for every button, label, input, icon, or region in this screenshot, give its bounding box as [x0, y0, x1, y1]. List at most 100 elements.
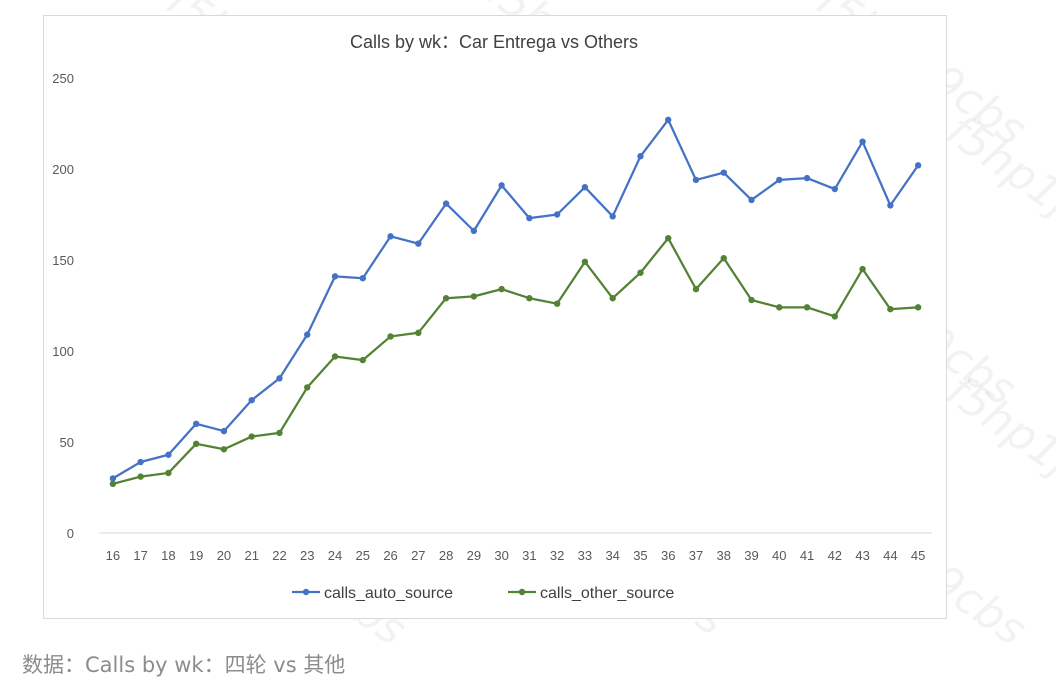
data-point	[914, 304, 922, 311]
data-point	[859, 265, 866, 273]
watermark-text: f5hp1j9cbs	[937, 105, 1056, 286]
data-point	[415, 329, 422, 336]
data-point	[415, 240, 422, 247]
data-point	[914, 162, 922, 169]
line-chart: Calls by wk：Car Entrega vs Others 0 50 100…	[52, 32, 932, 602]
y-tick-label: 100	[52, 344, 74, 359]
x-tick-label: 42	[828, 548, 842, 563]
data-point	[220, 427, 228, 435]
data-point	[776, 176, 783, 184]
x-tick-label: 37	[689, 548, 703, 563]
y-tick-label: 250	[52, 71, 74, 86]
x-tick-label: 35	[633, 548, 647, 563]
x-tick-label: 32	[550, 548, 564, 563]
data-point	[748, 296, 755, 304]
x-tick-label: 45	[911, 548, 925, 563]
data-point	[553, 211, 561, 218]
series-line	[112, 237, 919, 485]
data-point	[692, 285, 700, 293]
data-point	[192, 440, 200, 448]
x-tick-label: 19	[189, 548, 203, 563]
data-point	[137, 458, 144, 466]
data-point	[331, 353, 339, 360]
x-tick-label: 23	[300, 548, 314, 563]
data-point	[526, 295, 533, 302]
legend: calls_auto_source calls_other_source	[292, 585, 674, 602]
data-point	[498, 182, 505, 189]
data-point	[637, 153, 644, 160]
x-tick-label: 22	[272, 548, 286, 563]
x-tick-label: 41	[800, 548, 814, 563]
data-point	[665, 234, 672, 242]
figure-caption: 数据：Calls by wk：四轮 vs 其他	[22, 653, 346, 677]
series-line	[112, 118, 920, 480]
x-tick-label: 39	[744, 548, 758, 563]
data-point	[276, 375, 283, 382]
x-tick-label: 26	[383, 548, 397, 563]
x-tick-label: 25	[356, 548, 370, 563]
data-point	[192, 420, 200, 427]
x-tick-label: 21	[244, 548, 258, 563]
legend-dot-marker	[518, 588, 526, 596]
data-point	[387, 233, 394, 240]
x-tick-label: 44	[883, 548, 897, 563]
data-point	[109, 480, 117, 488]
data-point	[165, 451, 172, 458]
data-point	[470, 227, 478, 235]
x-tick-label: 31	[522, 548, 536, 563]
y-tick-label: 50	[60, 435, 74, 450]
x-tick-label: 34	[605, 548, 619, 563]
y-tick-label: 150	[52, 253, 74, 268]
data-point	[581, 258, 589, 266]
data-point	[581, 184, 589, 191]
x-tick-label: 27	[411, 548, 425, 563]
x-tick-label: 17	[133, 548, 147, 563]
data-point	[748, 196, 755, 204]
chart-title: Calls by wk：Car Entrega vs Others	[350, 32, 638, 52]
data-point	[859, 138, 866, 145]
y-tick-label: 200	[52, 162, 74, 177]
legend-label: calls_other_source	[540, 585, 674, 602]
x-tick-label: 24	[328, 548, 342, 563]
data-point	[665, 116, 672, 124]
data-point	[248, 433, 255, 440]
data-point	[692, 176, 700, 184]
chart-frame: Calls by wk：Car Entrega vs Others 0 50 100…	[43, 15, 947, 619]
data-point	[776, 304, 783, 311]
data-point	[387, 333, 394, 340]
data-point	[887, 305, 894, 313]
data-point	[248, 396, 255, 404]
x-axis-ticks: 16 17 18 19 20 21 22 23 24 25 26 27 28 29 30 31 32 33 34 35…	[106, 548, 926, 563]
x-tick-label: 43	[855, 548, 869, 563]
data-point	[609, 213, 616, 220]
data-point	[109, 475, 117, 482]
data-point	[553, 300, 561, 307]
series-calls-other-source	[109, 234, 922, 488]
x-tick-label: 16	[106, 548, 120, 563]
y-axis-ticks: 0 50 100 150 200 250	[52, 71, 74, 541]
data-point	[220, 446, 228, 453]
legend-item: calls_other_source	[508, 585, 674, 602]
x-tick-label: 36	[661, 548, 675, 563]
data-point	[331, 273, 339, 280]
data-point	[609, 295, 616, 302]
legend-label: calls_auto_source	[324, 585, 453, 602]
data-point	[165, 469, 172, 477]
data-point	[720, 254, 727, 262]
watermark-text: f5hp1j9cbs	[937, 365, 1056, 546]
data-point	[720, 169, 727, 176]
data-point	[276, 429, 283, 437]
x-tick-label: 30	[494, 548, 508, 563]
data-point	[442, 200, 450, 207]
x-tick-label: 29	[467, 548, 481, 563]
series-layer	[109, 116, 922, 488]
data-point	[137, 473, 144, 480]
data-point	[831, 185, 839, 193]
data-point	[442, 295, 450, 302]
x-tick-label: 40	[772, 548, 786, 563]
x-tick-label: 28	[439, 548, 453, 563]
data-point	[470, 293, 478, 300]
data-point	[498, 285, 505, 293]
x-tick-label: 20	[217, 548, 231, 563]
data-point	[803, 174, 811, 182]
